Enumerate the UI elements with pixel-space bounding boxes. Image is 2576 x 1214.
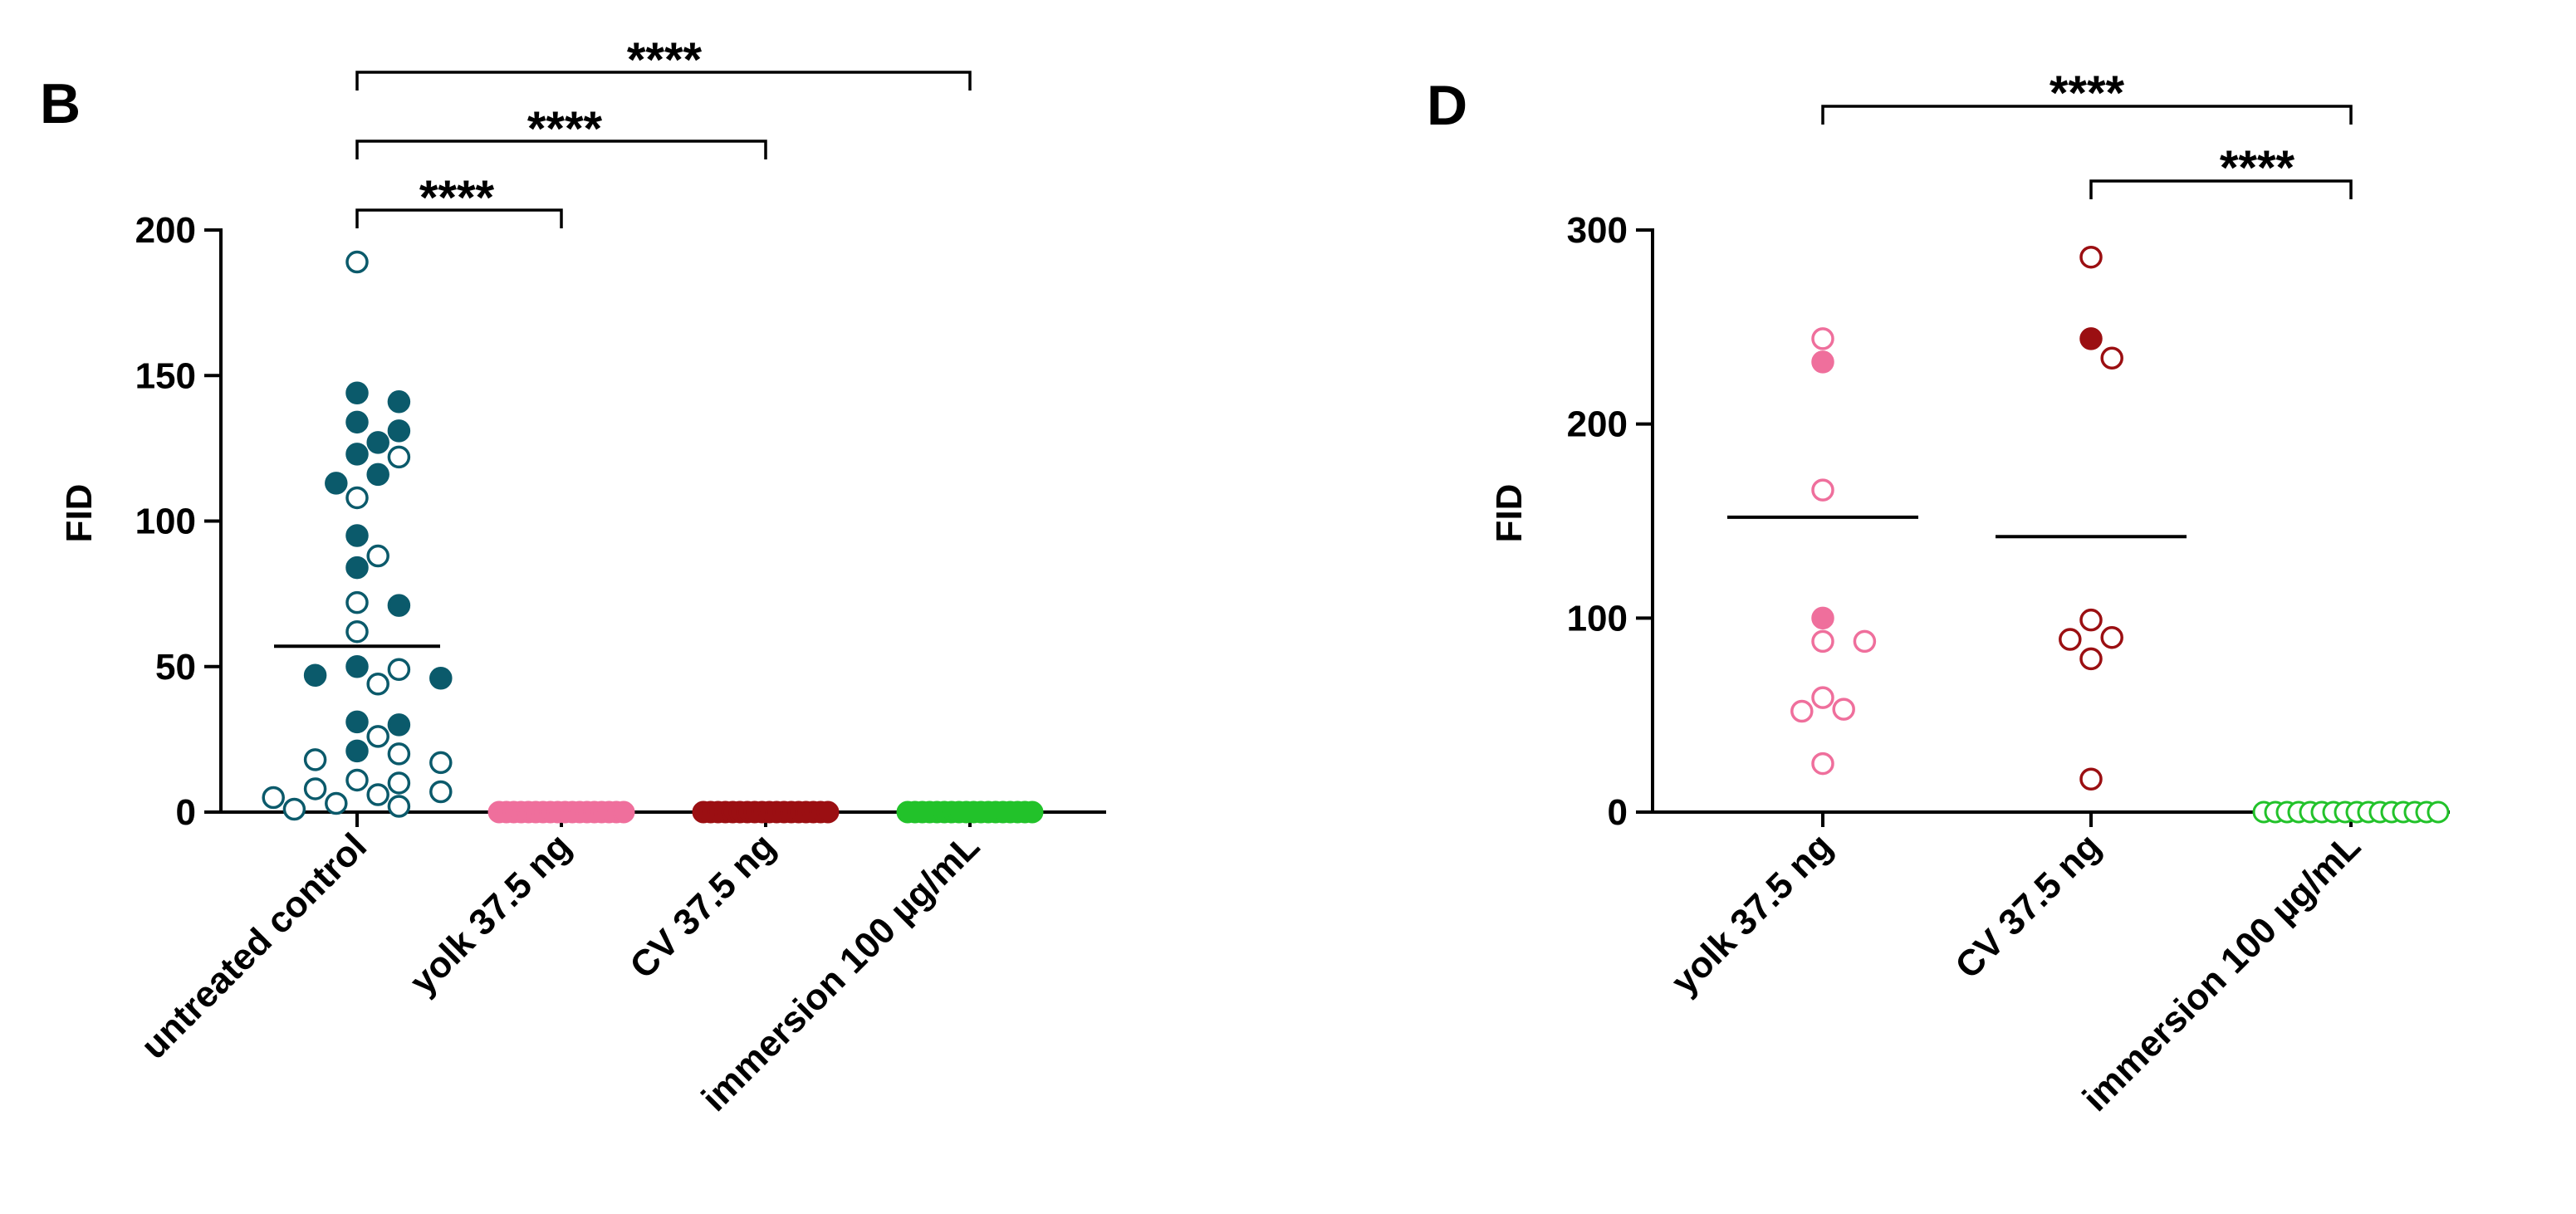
- panel-b-y-tick-label: 50: [155, 647, 196, 688]
- panel-b-data-point: [387, 713, 411, 737]
- panel-d-significance-bracket: [2089, 179, 2353, 199]
- panel-b-data-point: [387, 658, 411, 682]
- panel-b-data-point: [345, 381, 369, 405]
- panel-d-y-tick-label: 300: [1567, 210, 1628, 251]
- panel-b-y-tick-label: 200: [135, 210, 196, 251]
- panel-b-data-point: [366, 783, 389, 806]
- panel-b-data-point: [1021, 800, 1044, 824]
- panel-d-data-point: [1790, 699, 1814, 723]
- panel-d-data-point: [1811, 629, 1834, 654]
- panel-b-x-tick-label: CV 37.5 ng: [622, 825, 783, 986]
- panel-b-y-tick-label: 150: [135, 355, 196, 396]
- panel-d-significance-bracket: [1821, 105, 2353, 125]
- panel-d-significance-label: ****: [2050, 66, 2125, 120]
- panel-b-data-point: [387, 390, 411, 414]
- panel-d-y-tick-label: 0: [1608, 792, 1628, 833]
- panel-b-scatter-chart: B FID 0 50 100 150 200 untreated control yolk …: [40, 33, 1106, 1119]
- panel-d-y-tick-label: 100: [1567, 598, 1628, 639]
- panel-b-data-point: [303, 777, 327, 800]
- panel-d-data-point: [2059, 628, 2082, 651]
- panel-b-y-tick-label: 100: [135, 502, 196, 542]
- panel-d-data-point: [2079, 608, 2103, 632]
- panel-d-x-tick-label: CV 37.5 ng: [1947, 825, 2108, 986]
- panel-b-data-point: [387, 419, 411, 443]
- panel-b-data-point: [366, 544, 389, 568]
- panel-b-data-point: [366, 725, 389, 748]
- panel-d-data-point: [1832, 698, 1855, 721]
- panel-b-data-point: [387, 771, 411, 795]
- panel-d-scatter-chart: D FID 0 100 200 300 yolk 37.5 ng CV 37.5 ngim…: [1427, 66, 2450, 1119]
- panel-b-data-point: [345, 250, 369, 274]
- panel-d-data-point: [2427, 800, 2450, 824]
- panel-d-data-point: [2079, 245, 2103, 269]
- panel-b-data-point: [325, 791, 348, 815]
- panel-b-data-point: [345, 410, 369, 434]
- panel-b-significance-bracket: [355, 208, 563, 228]
- panel-b-data-point: [345, 710, 369, 734]
- panel-b-data-point: [429, 667, 453, 690]
- panel-b-significance-bracket: [355, 71, 972, 91]
- panel-d-label: D: [1427, 74, 1467, 137]
- panel-d-data-point: [2079, 327, 2103, 350]
- panel-d-data-point: [1811, 686, 1834, 709]
- panel-d-x-tick-label: yolk 37.5 ng: [1663, 825, 1840, 1002]
- panel-b-data-point: [387, 594, 411, 617]
- panel-b-data-point: [429, 751, 453, 775]
- panel-b-y-axis-label: FID: [59, 484, 100, 543]
- panel-d-data-point: [2100, 346, 2123, 370]
- panel-b-data-point: [345, 443, 369, 466]
- panel-b-data-point: [303, 663, 327, 688]
- panel-d-data-point: [1811, 751, 1834, 776]
- panel-b-data-point: [816, 800, 840, 824]
- panel-b-data-point: [366, 463, 389, 487]
- panel-b-data-point: [345, 655, 369, 678]
- panel-b-data-point: [612, 800, 635, 824]
- panel-b-data-point: [429, 780, 453, 804]
- panel-b-label: B: [40, 72, 81, 135]
- panel-b-data-point: [345, 739, 369, 763]
- panel-d-significance-label: ****: [2220, 141, 2295, 195]
- panel-b-data-point: [387, 742, 411, 766]
- panel-b-data-point: [325, 472, 348, 495]
- panel-b-x-tick-label: yolk 37.5 ng: [402, 825, 579, 1002]
- panel-d-data-point: [2100, 625, 2123, 649]
- panel-b-data-point: [303, 748, 327, 771]
- panel-b-data-point: [262, 786, 285, 810]
- panel-d-data-point: [1811, 350, 1834, 374]
- panel-b-data-point: [345, 768, 369, 792]
- panel-b-data-point: [366, 673, 389, 696]
- panel-b-significance-bracket: [355, 140, 767, 159]
- panel-b-significance-label: ****: [527, 102, 603, 156]
- panel-b-data-point: [345, 590, 369, 614]
- panel-d-data-point: [2079, 767, 2103, 791]
- panel-b-x-tick-label: untreated control: [134, 825, 375, 1066]
- panel-b-data-point: [345, 486, 369, 510]
- panel-d-data-point: [1811, 478, 1834, 502]
- panel-b-data-point: [366, 431, 389, 454]
- panel-d-y-axis-label: FID: [1489, 484, 1530, 543]
- panel-b-data-point: [345, 619, 369, 644]
- panel-b-significance-label: ****: [419, 171, 495, 225]
- panel-d-data-point: [1853, 629, 1877, 654]
- panel-b-data-point: [345, 556, 369, 580]
- panel-b-significance-label: ****: [627, 33, 703, 87]
- panel-b-data-point: [387, 445, 411, 469]
- panel-b-data-point: [282, 797, 306, 821]
- panel-d-data-point: [1811, 327, 1834, 350]
- panel-b-y-tick-label: 0: [176, 792, 196, 833]
- panel-d-data-point: [2079, 647, 2103, 671]
- panel-b-data-point: [345, 524, 369, 547]
- panel-b-data-point: [387, 795, 411, 818]
- panel-d-x-tick-label: immersion 100 µg/mL: [2075, 825, 2368, 1119]
- panel-d-y-tick-label: 200: [1567, 404, 1628, 445]
- panel-d-data-point: [1811, 606, 1834, 630]
